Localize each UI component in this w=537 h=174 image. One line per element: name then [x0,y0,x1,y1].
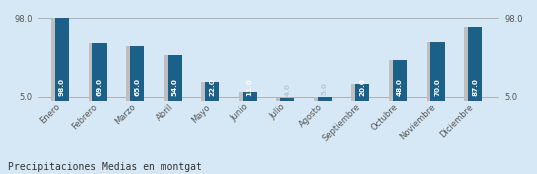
Bar [130,46,144,101]
Text: 65.0: 65.0 [134,78,140,96]
Bar [389,60,403,101]
Text: 4.0: 4.0 [284,84,291,96]
Text: 69.0: 69.0 [97,78,103,96]
Bar [126,46,141,101]
Text: Precipitaciones Medias en montgat: Precipitaciones Medias en montgat [8,162,202,172]
Bar [243,92,257,101]
Text: 22.0: 22.0 [209,78,215,96]
Bar [318,97,332,101]
Bar [55,18,69,101]
Text: 54.0: 54.0 [172,78,178,96]
Bar [201,82,215,101]
Bar [430,42,445,101]
Bar [51,18,66,101]
Text: 70.0: 70.0 [434,78,440,96]
Bar [280,98,294,101]
Bar [393,60,407,101]
Bar [239,92,253,101]
Text: 11.0: 11.0 [246,78,253,96]
Bar [205,82,219,101]
Bar [277,98,291,101]
Text: 20.0: 20.0 [359,78,365,96]
Text: 48.0: 48.0 [397,78,403,96]
Text: 5.0: 5.0 [322,82,328,95]
Bar [468,27,482,101]
Bar [92,43,107,101]
Bar [168,55,182,101]
Bar [164,55,178,101]
Bar [355,84,369,101]
Bar [314,97,328,101]
Bar [352,84,366,101]
Bar [426,42,441,101]
Text: 98.0: 98.0 [59,78,65,96]
Text: 87.0: 87.0 [472,78,478,96]
Bar [464,27,478,101]
Bar [89,43,103,101]
